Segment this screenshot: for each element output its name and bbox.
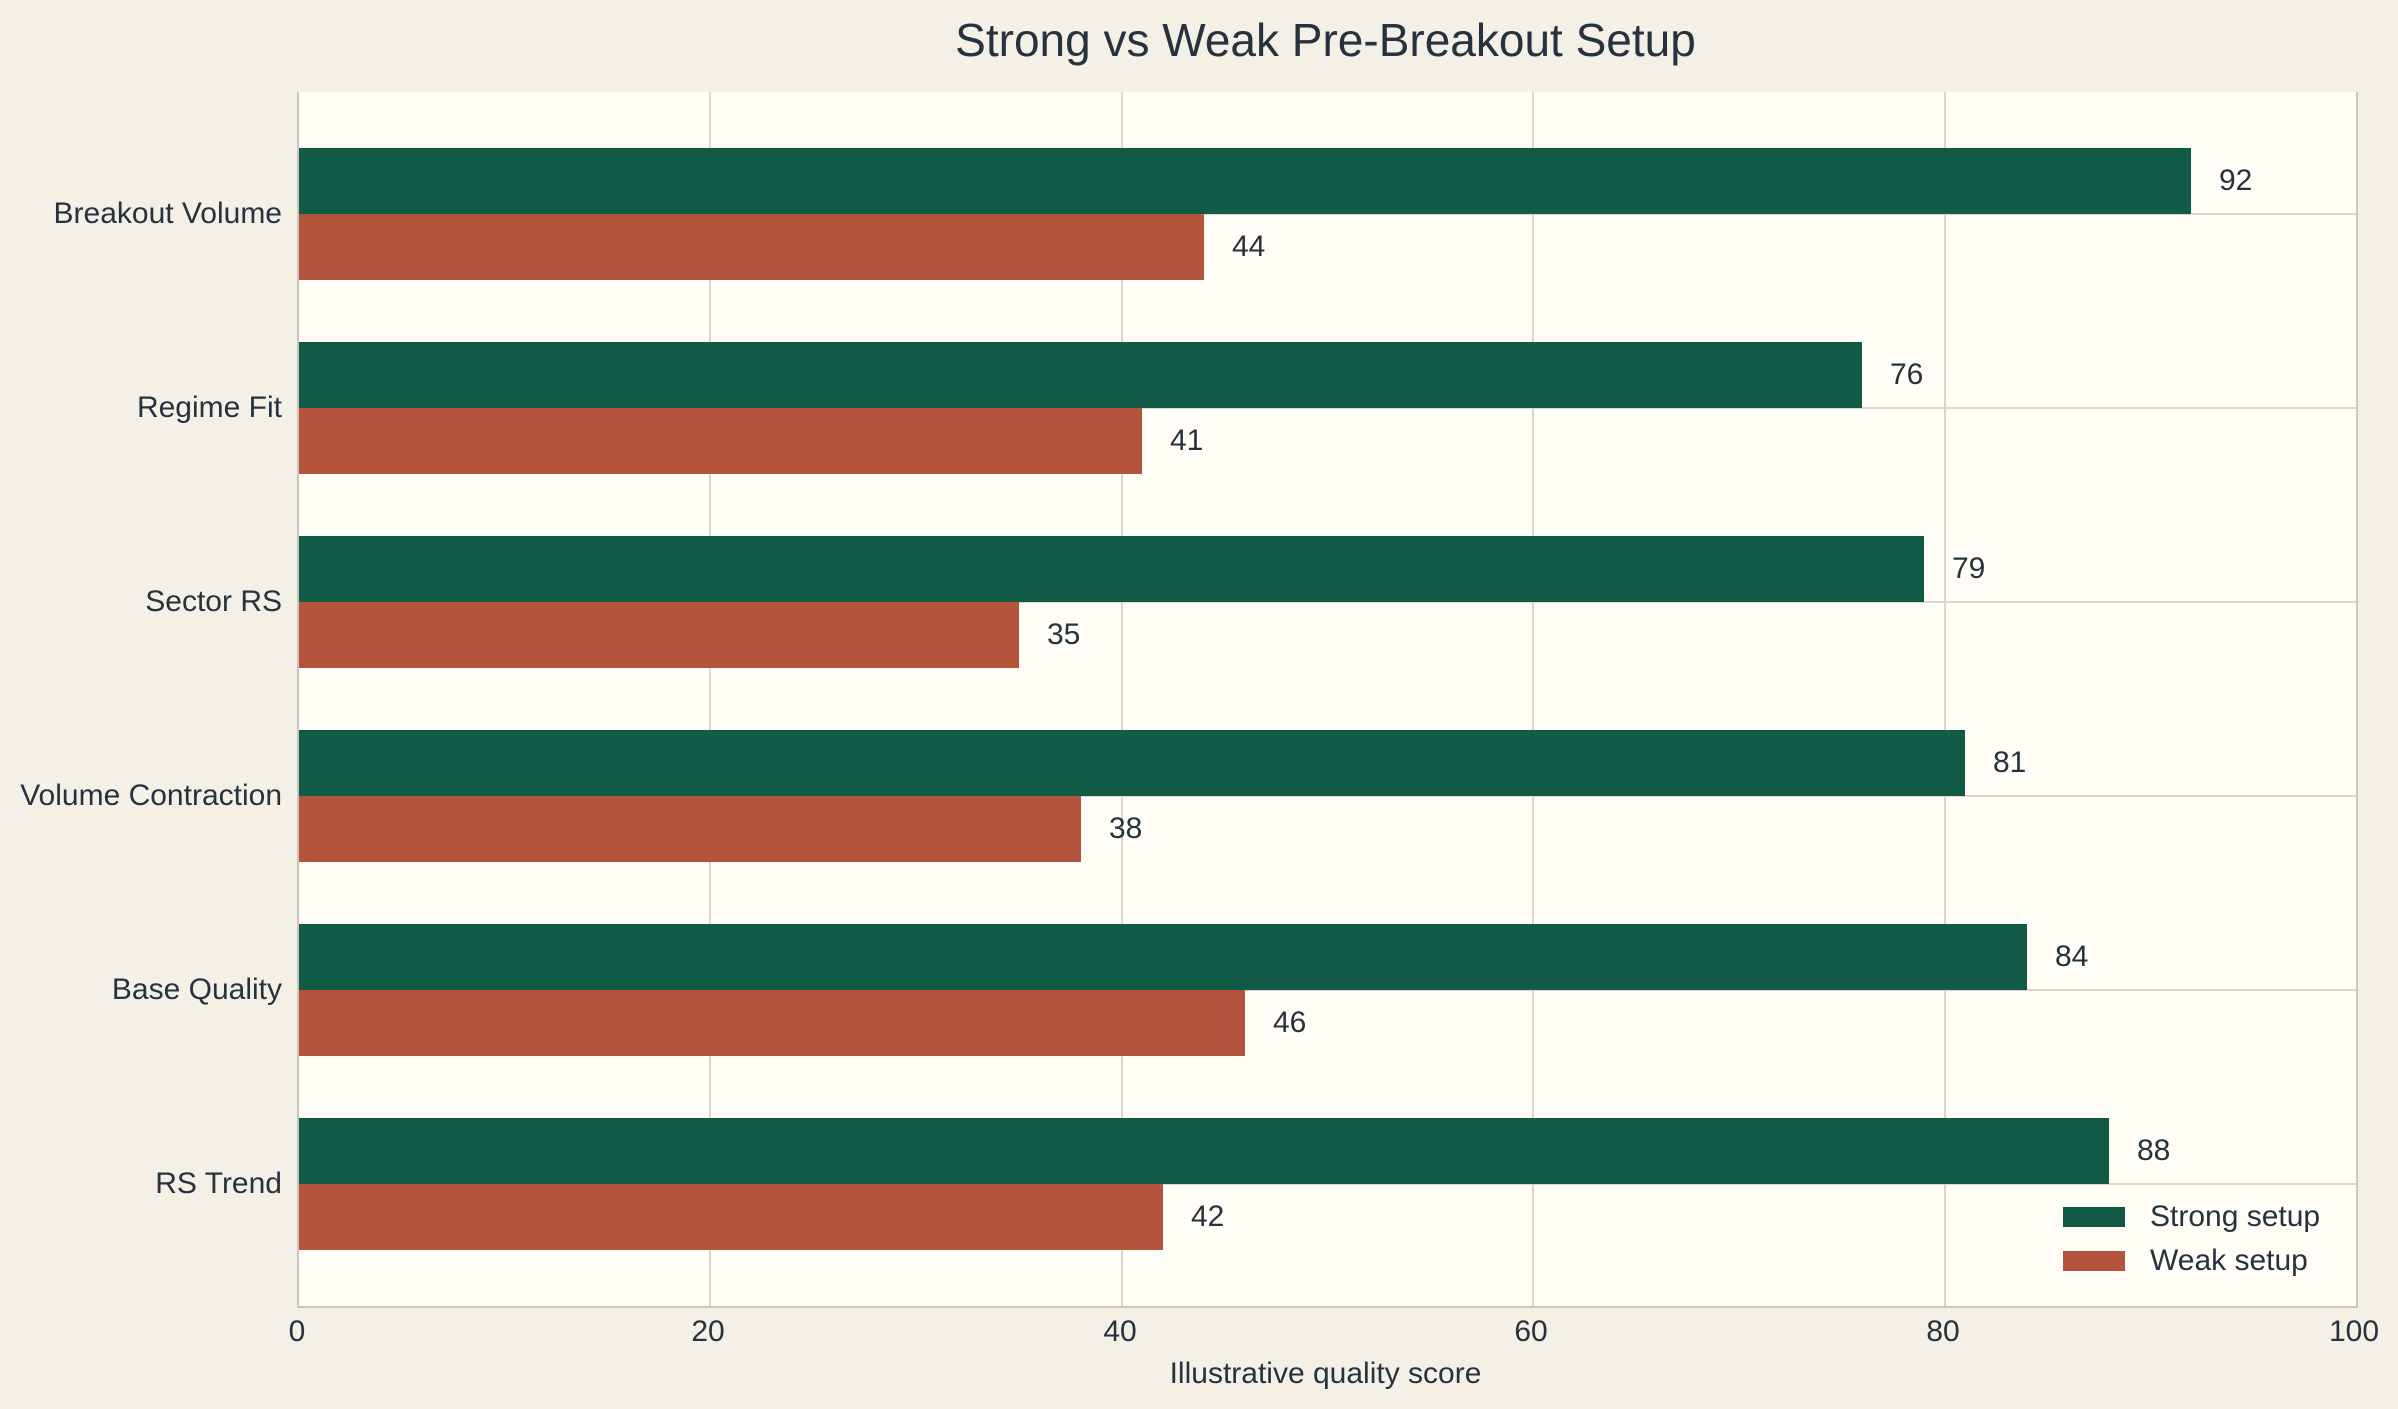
legend-label-strong-setup: Strong setup (2150, 1200, 2321, 1233)
bar-strong-base-quality (299, 924, 2027, 990)
value-label: 81 (1993, 746, 2027, 779)
legend-swatch-strong-setup (2063, 1207, 2125, 1227)
bar-strong-sector-rs (299, 536, 1924, 602)
bar-weak-sector-rs (299, 602, 1019, 668)
value-label: 84 (2055, 940, 2089, 973)
value-label: 42 (1191, 1200, 1225, 1233)
x-tick-label: 40 (1103, 1315, 1137, 1348)
horizontal-gridline (299, 407, 2356, 409)
value-label: 35 (1047, 618, 1081, 651)
category-label-breakout-volume: Breakout Volume (53, 197, 282, 230)
category-label-regime-fit: Regime Fit (136, 391, 282, 424)
bar-strong-breakout-volume (299, 148, 2191, 214)
value-label: 76 (1890, 358, 1924, 391)
value-label: 38 (1109, 812, 1143, 845)
x-axis-title: Illustrative quality score (1169, 1357, 1482, 1390)
category-label-base-quality: Base Quality (111, 973, 282, 1006)
bar-weak-volume-contraction (299, 796, 1081, 862)
x-tick-label: 0 (288, 1315, 306, 1348)
bar-weak-breakout-volume (299, 214, 1204, 280)
horizontal-gridline (299, 795, 2356, 797)
bar-weak-rs-trend (299, 1184, 1163, 1250)
vertical-gridline (1532, 92, 1534, 1306)
value-label: 41 (1170, 424, 1204, 457)
value-label: 44 (1232, 230, 1266, 263)
bar-strong-rs-trend (299, 1118, 2109, 1184)
vertical-gridline (1121, 92, 1123, 1306)
bar-strong-volume-contraction (299, 730, 1965, 796)
category-label-rs-trend: RS Trend (155, 1167, 282, 1200)
legend-label-weak-setup: Weak setup (2150, 1244, 2308, 1277)
bar-weak-base-quality (299, 990, 1245, 1056)
value-label: 92 (2219, 164, 2253, 197)
plot-area: 92 44 76 41 79 35 81 38 84 46 88 42 (297, 92, 2358, 1308)
category-label-sector-rs: Sector RS (145, 585, 282, 618)
bar-weak-regime-fit (299, 408, 1142, 474)
x-tick-label: 80 (1926, 1315, 1960, 1348)
legend-swatch-weak-setup (2063, 1251, 2125, 1271)
horizontal-gridline (299, 213, 2356, 215)
horizontal-gridline (299, 989, 2356, 991)
horizontal-gridline (299, 1183, 2356, 1185)
value-label: 46 (1273, 1006, 1307, 1039)
bar-strong-regime-fit (299, 342, 1862, 408)
vertical-gridline (709, 92, 711, 1306)
value-label: 88 (2137, 1134, 2171, 1167)
x-tick-label: 100 (2328, 1315, 2380, 1348)
value-label: 79 (1952, 552, 1986, 585)
x-tick-label: 20 (691, 1315, 725, 1348)
chart-title: Strong vs Weak Pre-Breakout Setup (955, 14, 1696, 66)
category-label-volume-contraction: Volume Contraction (20, 779, 282, 812)
vertical-gridline (1944, 92, 1946, 1306)
x-tick-label: 60 (1514, 1315, 1548, 1348)
horizontal-gridline (299, 601, 2356, 603)
